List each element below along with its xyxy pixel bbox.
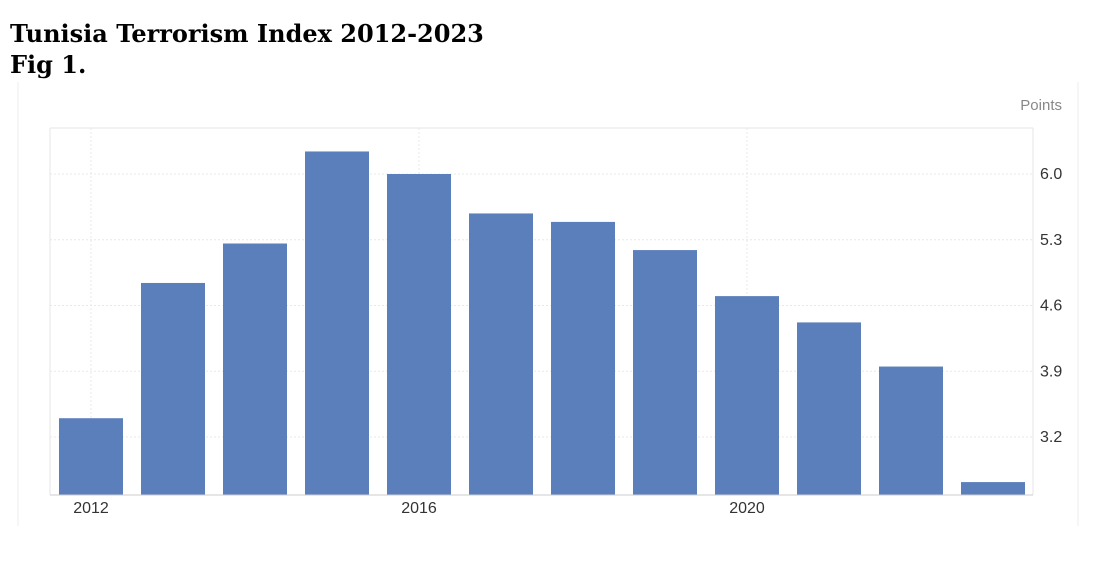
bar-2020[interactable] [715,296,779,495]
y-tick-label-5.3: 5.3 [1040,232,1062,249]
bar-2013[interactable] [141,282,205,495]
chart-frame [17,82,1079,526]
y-axis: 3.2 3.9 4.6 5.3 6.0 [1040,166,1062,446]
x-tick-label-2016: 2016 [401,500,437,517]
y-tick-label-4.6: 4.6 [1040,298,1062,315]
bar-2019[interactable] [633,250,697,495]
y-tick-label-3.9: 3.9 [1040,363,1062,380]
chart-title: Tunisia Terrorism Index 2012-2023 [10,19,484,48]
y-tick-label-6.0: 6.0 [1040,166,1062,183]
bar-2016[interactable] [387,174,451,495]
bars-group [59,151,1025,495]
chart-title-block: Tunisia Terrorism Index 2012-2023 Fig 1. [10,18,484,80]
unit-label: Points [1020,97,1062,114]
bar-2023[interactable] [961,482,1025,495]
bar-2012[interactable] [59,418,123,495]
x-tick-label-2012: 2012 [73,500,109,517]
bar-2021[interactable] [797,322,861,495]
bar-2022[interactable] [879,366,943,495]
bar-2017[interactable] [469,213,533,495]
y-tick-label-3.2: 3.2 [1040,429,1062,446]
bar-2014[interactable] [223,243,287,495]
x-tick-label-2020: 2020 [729,500,765,517]
bar-2018[interactable] [551,221,615,495]
chart-subtitle: Fig 1. [10,50,87,79]
x-axis: 2012 2016 2020 [50,494,1033,517]
bar-2015[interactable] [305,151,369,495]
